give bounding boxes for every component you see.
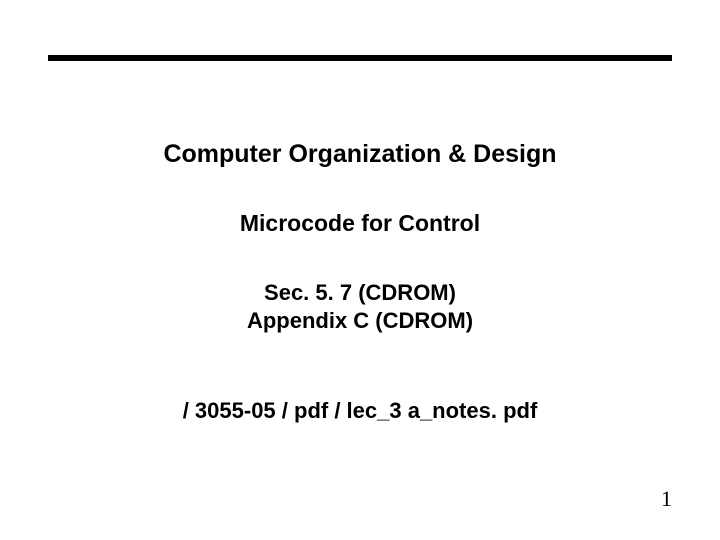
slide-subtitle: Microcode for Control	[0, 210, 720, 237]
section-reference-1: Sec. 5. 7 (CDROM)	[0, 280, 720, 306]
slide-title: Computer Organization & Design	[0, 140, 720, 169]
file-path: / 3055-05 / pdf / lec_3 a_notes. pdf	[0, 398, 720, 424]
horizontal-rule	[48, 55, 672, 61]
page-number: 1	[661, 486, 672, 512]
section-reference-2: Appendix C (CDROM)	[0, 308, 720, 334]
